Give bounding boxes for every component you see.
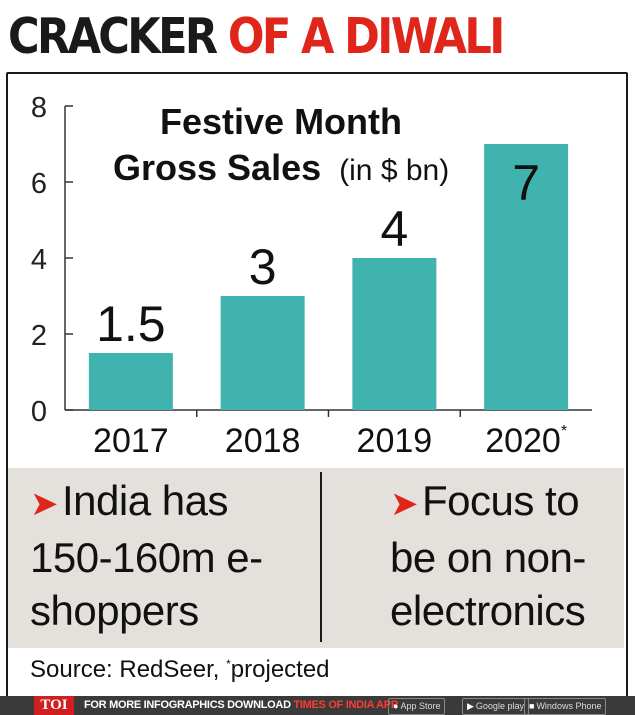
windows-phone-label: Windows Phone xyxy=(536,701,602,711)
footer-promo: FOR MORE INFOGRAPHICS DOWNLOAD TIMES OF … xyxy=(84,696,398,715)
bar-2017 xyxy=(88,353,173,410)
google-play-badge[interactable]: ▶ Google play xyxy=(462,698,529,715)
bar-2020 xyxy=(484,144,569,410)
fact-right-text: Focus to be on non-electronics xyxy=(390,477,586,634)
fact-right: ➤Focus to be on non-electronics xyxy=(390,474,620,637)
projection-mark: * xyxy=(561,423,567,440)
footer-bar xyxy=(0,696,635,715)
fact-left-text: India has 150-160m e-shoppers xyxy=(30,477,263,634)
chart-axes: 0 2 4 6 8 2017 2018 2019 2020* xyxy=(31,92,592,460)
source-mark: * xyxy=(226,657,231,671)
arrow-icon: ➤ xyxy=(390,485,419,523)
x-tick-label-2019: 2019 xyxy=(357,422,433,460)
windows-icon: ■ xyxy=(529,701,535,711)
bar-2019 xyxy=(352,258,437,410)
toi-logo: TOI xyxy=(34,696,74,715)
data-label-2020: 7 xyxy=(512,155,540,211)
arrow-icon: ➤ xyxy=(30,485,59,523)
bar-chart: Festive Month Gross Sales (in $ bn) 0 2 4 6… xyxy=(31,92,592,460)
source-note: Source: RedSeer, *projected xyxy=(30,656,330,684)
x-tick-label-2020: 2020* xyxy=(485,422,567,460)
footer-app-name: TIMES OF INDIA APP xyxy=(293,699,398,711)
x-tick-label-2018: 2018 xyxy=(225,422,301,460)
data-label-2017: 1.5 xyxy=(96,296,166,352)
chart-title-unit: (in $ bn) xyxy=(339,154,449,187)
x-tick-label-2017: 2017 xyxy=(93,422,169,460)
data-label-2019: 4 xyxy=(380,201,408,257)
app-store-badge[interactable]: ● App Store xyxy=(388,698,446,715)
facts-panel xyxy=(8,468,624,648)
chart-title-line-2: Gross Sales (in $ bn) xyxy=(113,147,449,188)
y-tick-label: 6 xyxy=(31,168,47,200)
y-tick-label: 4 xyxy=(31,244,47,276)
headline-part-2: OF A DIWALI xyxy=(227,8,505,65)
fact-left: ➤India has 150-160m e-shoppers xyxy=(30,474,315,637)
y-tick-label: 0 xyxy=(31,396,47,428)
data-label-2018: 3 xyxy=(249,239,277,295)
y-tick-label: 2 xyxy=(31,320,47,352)
facts-divider xyxy=(320,472,322,642)
apple-icon: ● xyxy=(393,701,399,711)
headline-part-1: CRACKER xyxy=(8,8,218,65)
chart-title-main: Gross Sales xyxy=(113,147,321,188)
google-play-label: Google play xyxy=(475,701,524,711)
chart-bars: 1.5 3 4 7 xyxy=(88,144,569,410)
app-store-label: App Store xyxy=(400,701,441,711)
play-icon: ▶ xyxy=(467,701,474,711)
windows-phone-badge[interactable]: ■ Windows Phone xyxy=(524,698,607,715)
footer-promo-text: FOR MORE INFOGRAPHICS DOWNLOAD xyxy=(84,699,294,711)
chart-title-line-1: Festive Month xyxy=(160,101,402,142)
y-tick-label: 8 xyxy=(31,92,47,124)
bar-2018 xyxy=(220,296,305,410)
source-prefix: Source: RedSeer, xyxy=(30,656,227,683)
source-suffix: projected xyxy=(230,656,330,683)
headline: CRACKER OF A DIWALI xyxy=(8,2,505,72)
